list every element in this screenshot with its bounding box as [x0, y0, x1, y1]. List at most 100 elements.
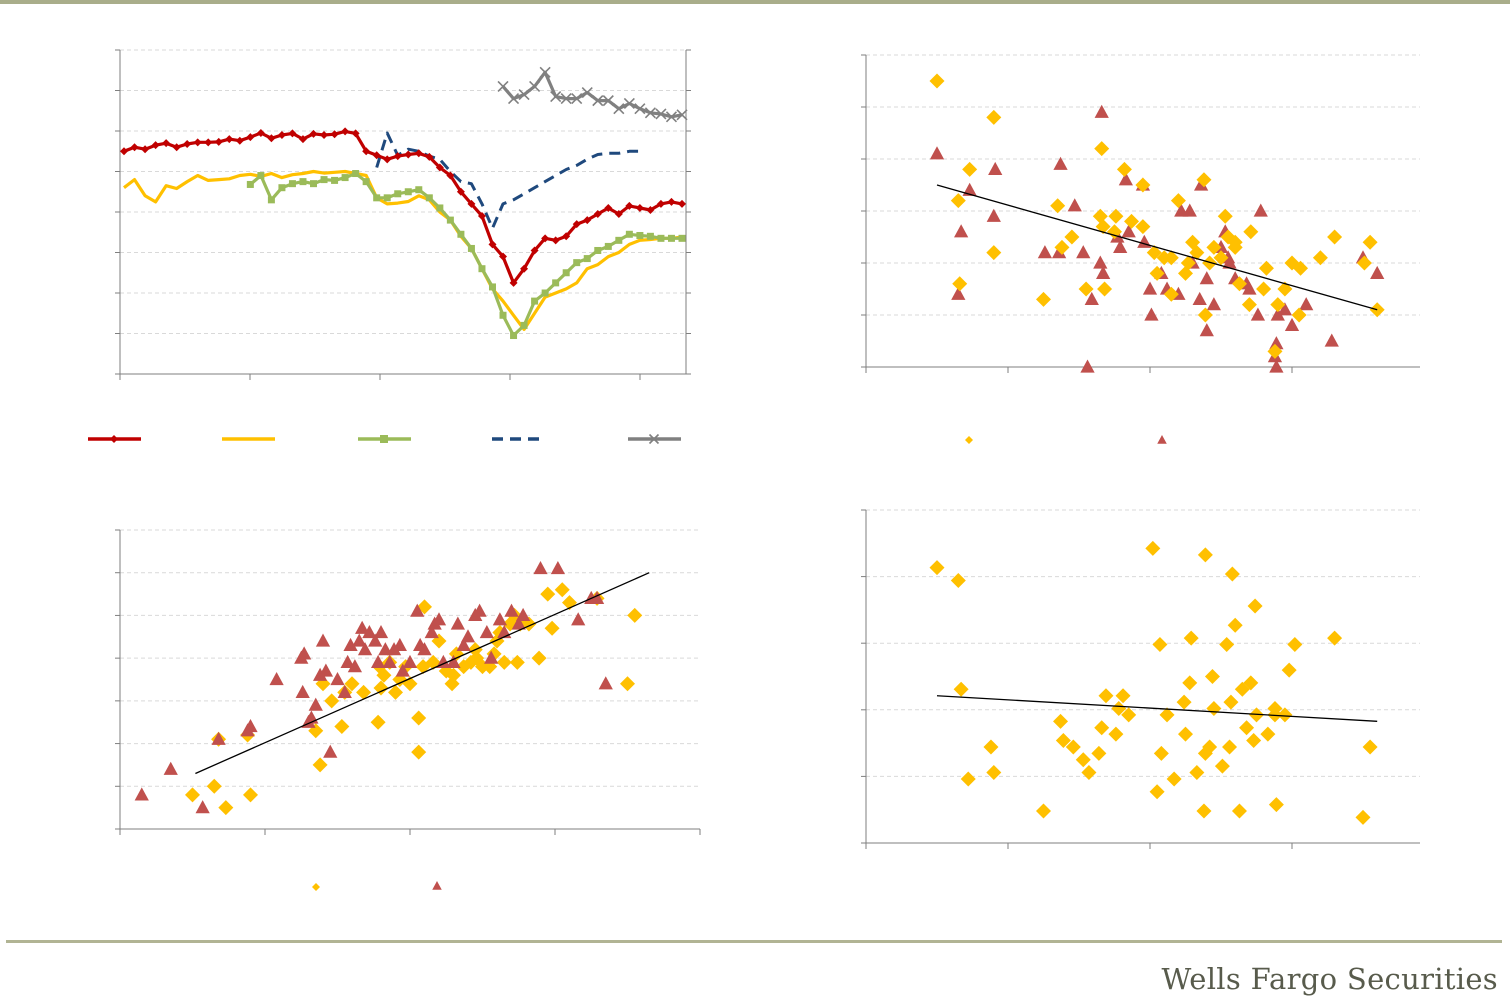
data-point [593, 210, 602, 219]
data-point [1204, 669, 1220, 684]
data-point [554, 582, 570, 598]
data-point [323, 744, 338, 758]
data-point [562, 269, 570, 277]
data-point [488, 283, 496, 291]
data-point [499, 252, 508, 261]
data-point [1231, 803, 1247, 819]
data-point [676, 109, 688, 121]
data-point [1178, 726, 1193, 742]
bottom-rule [6, 940, 1502, 943]
data-point [1080, 359, 1095, 373]
data-point [1166, 771, 1182, 787]
data-point [456, 187, 465, 196]
data-point [185, 787, 200, 803]
data-point [541, 234, 550, 243]
data-point [410, 603, 425, 617]
trendline [195, 572, 650, 775]
data-point [615, 236, 623, 244]
data-point [1144, 307, 1159, 321]
data-point [518, 88, 530, 101]
data-point [256, 129, 265, 138]
data-point [1053, 156, 1068, 170]
data-point [627, 607, 643, 623]
data-point [352, 170, 360, 178]
data-point [1145, 540, 1161, 556]
data-point [151, 141, 160, 150]
data-point [1227, 617, 1243, 633]
data-point [1094, 104, 1109, 118]
data-point [1253, 203, 1268, 217]
data-point [1239, 720, 1255, 736]
data-point [604, 203, 613, 212]
data-point [446, 654, 461, 669]
data-point [417, 599, 432, 615]
data-point [613, 103, 625, 115]
data-point [309, 129, 318, 138]
data-point [334, 718, 350, 734]
data-point [288, 129, 297, 138]
data-point [340, 654, 355, 669]
data-point [952, 276, 968, 292]
legend-marker [432, 881, 442, 890]
data-point [431, 612, 447, 626]
data-point [235, 136, 244, 145]
data-point [415, 186, 423, 194]
data-point [315, 633, 331, 647]
data-point [1213, 250, 1229, 266]
data-point [1291, 307, 1307, 323]
data-point [625, 230, 633, 238]
data-point [929, 73, 945, 89]
data-point [515, 607, 531, 622]
data-point [552, 279, 560, 287]
data-point [372, 151, 381, 160]
data-point [193, 138, 202, 147]
data-point [986, 765, 1002, 781]
data-point [1092, 208, 1108, 224]
data-point [425, 654, 441, 670]
data-point [1243, 675, 1259, 691]
data-point [509, 278, 518, 287]
data-point [1067, 198, 1082, 212]
data-point [560, 93, 572, 105]
data-point [1096, 265, 1111, 280]
data-point [267, 196, 275, 204]
legend-marker [965, 436, 973, 444]
data-point [330, 130, 339, 139]
data-point [1222, 739, 1238, 755]
series-line [375, 131, 640, 230]
data-point [1163, 250, 1179, 266]
data-point [225, 135, 234, 144]
data-point [1197, 307, 1213, 323]
data-point [1178, 265, 1193, 281]
data-point [1246, 733, 1262, 749]
data-point [592, 95, 604, 107]
data-point [1113, 239, 1128, 254]
data-point [598, 676, 613, 690]
data-point [1180, 255, 1196, 271]
data-point [460, 629, 476, 643]
data-point [1258, 260, 1274, 276]
data-point [530, 246, 539, 255]
data-point [634, 103, 646, 115]
data-point [362, 178, 370, 186]
data-point [357, 642, 373, 656]
data-point [1269, 336, 1284, 350]
data-point [1284, 317, 1300, 332]
data-point [1199, 323, 1214, 337]
data-point [457, 230, 465, 238]
data-point [1183, 630, 1199, 646]
data-point [362, 147, 371, 156]
data-point [1370, 265, 1385, 280]
data-point [1206, 701, 1222, 717]
data-point [1247, 598, 1263, 614]
data-point [446, 171, 455, 180]
data-point [424, 625, 439, 639]
data-point [1214, 758, 1230, 774]
data-point [1159, 707, 1175, 723]
data-point [962, 182, 977, 196]
data-point [1202, 739, 1218, 755]
data-point [392, 637, 407, 651]
data-point [1355, 809, 1371, 825]
data-point [1076, 245, 1091, 259]
data-point [678, 234, 686, 242]
